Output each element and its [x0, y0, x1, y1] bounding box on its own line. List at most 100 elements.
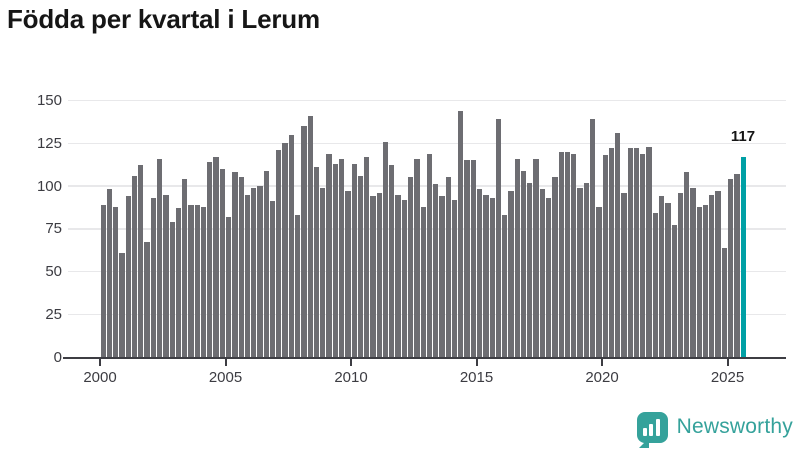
bar	[389, 165, 395, 357]
bar	[345, 191, 351, 357]
bar	[213, 156, 219, 357]
bar	[433, 184, 439, 357]
bar	[640, 153, 646, 357]
bar	[382, 141, 389, 357]
y-axis-label: 150	[36, 92, 62, 109]
bar	[194, 204, 200, 357]
bar	[169, 221, 175, 357]
bar	[320, 187, 326, 357]
bar	[658, 196, 665, 357]
x-axis-label: 2005	[208, 369, 243, 386]
bar	[709, 194, 715, 357]
bar	[615, 132, 621, 357]
bar	[257, 186, 263, 357]
bar	[113, 206, 119, 357]
bar	[627, 148, 633, 357]
bar	[477, 189, 483, 357]
bar	[564, 151, 571, 357]
bar	[301, 126, 307, 357]
bar	[589, 119, 596, 357]
speech-bubble-tail	[638, 437, 649, 448]
newsworthy-logo[interactable]: Newsworthy	[636, 410, 793, 448]
bar	[414, 158, 420, 357]
bar	[665, 203, 671, 357]
bar	[295, 215, 301, 357]
logo-text: Newsworthy	[676, 415, 793, 438]
bar	[401, 199, 407, 357]
bar	[219, 168, 226, 357]
bar	[602, 155, 608, 357]
bar	[188, 204, 194, 357]
x-axis-tick	[99, 359, 101, 366]
chart-title: Födda per kvartal i Lerum	[7, 4, 320, 34]
bar	[546, 197, 552, 357]
bar	[696, 206, 702, 357]
bar	[420, 206, 426, 357]
last-bar-value-label: 117	[730, 128, 756, 145]
bar	[489, 197, 495, 357]
x-axis-tick	[726, 359, 729, 366]
bar	[131, 175, 138, 357]
gridline	[68, 142, 786, 144]
newsworthy-bar-chart-icon	[636, 411, 668, 448]
bar	[163, 194, 169, 357]
bar	[690, 187, 696, 357]
gridline	[68, 99, 786, 102]
y-axis-label: 100	[36, 177, 62, 195]
bar	[244, 194, 251, 357]
bar	[445, 177, 451, 357]
bar	[571, 153, 577, 357]
x-axis-label: 2000	[83, 369, 117, 386]
bar	[313, 167, 320, 357]
bar	[426, 153, 433, 357]
bar	[439, 196, 445, 357]
bar	[376, 192, 382, 357]
bar	[702, 204, 709, 357]
bar	[125, 196, 131, 357]
bar	[728, 179, 734, 357]
x-axis-label: 2020	[585, 369, 619, 386]
bar	[364, 156, 370, 357]
bar	[721, 247, 728, 357]
x-axis-label: 2010	[334, 369, 368, 386]
bar	[577, 187, 583, 357]
bar	[514, 158, 520, 357]
bar	[671, 225, 677, 357]
bar	[150, 197, 156, 357]
bar	[407, 177, 414, 357]
bar	[276, 150, 282, 357]
bar	[144, 242, 150, 357]
x-axis-tick	[601, 359, 603, 366]
bar	[357, 175, 364, 357]
bar	[520, 170, 527, 357]
bar	[558, 151, 564, 357]
bar	[282, 143, 288, 357]
bar	[100, 204, 106, 357]
bar	[652, 213, 658, 357]
bar	[539, 189, 546, 357]
bar	[734, 174, 740, 357]
bar	[596, 206, 602, 357]
bar	[307, 115, 313, 357]
bar	[552, 177, 558, 357]
y-axis-label: 25	[45, 305, 62, 323]
bar	[226, 216, 232, 357]
bar	[395, 194, 401, 357]
bar	[207, 162, 213, 357]
logo-mini-bars	[642, 418, 660, 436]
bar	[495, 119, 502, 357]
bar	[621, 192, 627, 357]
bar	[370, 196, 376, 357]
x-axis-tick	[475, 359, 478, 366]
bar	[232, 172, 238, 357]
bar	[458, 110, 464, 357]
bar	[175, 208, 182, 357]
bar	[106, 189, 113, 357]
bar	[238, 177, 244, 357]
bar	[119, 252, 125, 357]
bar	[684, 172, 690, 357]
bar	[288, 134, 295, 357]
bar	[332, 163, 338, 357]
bar	[608, 148, 615, 357]
